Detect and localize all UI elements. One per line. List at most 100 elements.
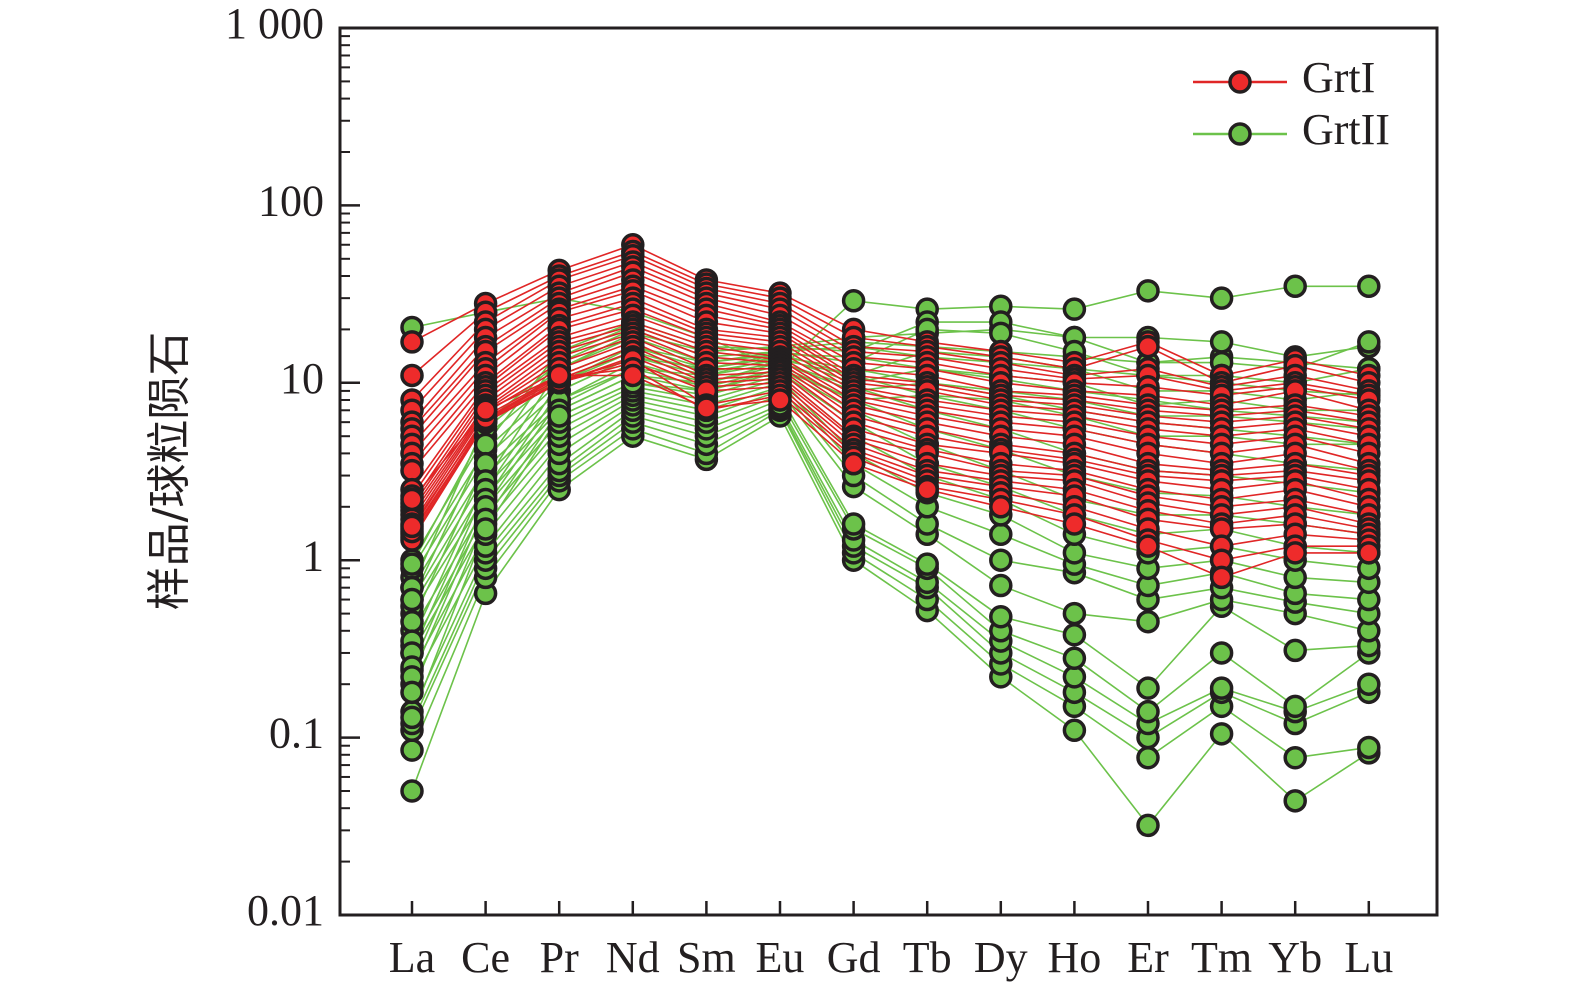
grtii-point	[1136, 609, 1160, 634]
grti-point	[1136, 334, 1160, 359]
grtii-sample-line	[411, 321, 1369, 600]
x-tick-label-pr: Pr	[540, 933, 579, 982]
y-axis-ticks: 0.01 0.1 1 10 100 1 000	[225, 0, 360, 935]
grtii-sample-line	[411, 389, 1369, 671]
y-tick-label: 1 000	[225, 0, 324, 48]
legend-grti-label: GrtI	[1302, 53, 1375, 102]
grti-sample-line	[411, 308, 1369, 491]
grtii-point	[1136, 745, 1160, 770]
y-tick-label: 100	[258, 176, 324, 225]
grtii-point	[1062, 297, 1087, 321]
grtii-point	[1357, 274, 1381, 299]
grtii-sample-line	[411, 409, 1369, 759]
x-tick-label-la: La	[389, 933, 435, 982]
x-tick-label-nd: Nd	[606, 933, 660, 982]
grti-point	[768, 388, 792, 412]
x-axis-ticks: La Ce Pr Nd Sm Eu Gd Tb Dy Ho Er Tm Yb Lu	[389, 901, 1393, 982]
y-tick-label: 0.01	[247, 886, 324, 935]
grti-sample-line	[411, 279, 1369, 437]
grti-sample-line	[411, 374, 1369, 579]
grtii-sample-line	[411, 381, 1369, 646]
grtii-point	[1283, 789, 1307, 813]
series-lines	[411, 243, 1370, 827]
grti-sample-line	[411, 266, 1369, 423]
x-tick-label-tb: Tb	[903, 933, 952, 982]
y-tick-label: 10	[280, 354, 324, 403]
grtii-sample-line	[411, 321, 1370, 642]
grti-sample-line	[411, 350, 1369, 535]
grtii-point	[400, 705, 424, 730]
grti-point	[400, 487, 424, 512]
grtii-point	[1283, 745, 1307, 770]
grtii-sample-line	[411, 361, 1369, 589]
series-points	[400, 233, 1381, 838]
grtii-point	[1283, 694, 1307, 719]
grti-sample-line	[411, 358, 1369, 548]
x-tick-label-ce: Ce	[461, 933, 510, 982]
grtii-sample-line	[411, 385, 1369, 654]
grtii-point	[400, 587, 424, 612]
grti-sample-line	[411, 314, 1370, 497]
grtii-sample-line	[411, 378, 1369, 632]
grti-point	[1062, 512, 1087, 536]
legend-grtii-label: GrtII	[1302, 105, 1390, 154]
grtii-point	[1209, 676, 1234, 700]
grtii-point	[989, 573, 1013, 598]
grtii-point	[1062, 718, 1087, 743]
grti-point	[841, 451, 866, 476]
grti-point	[473, 398, 498, 423]
y-tick-label: 1	[302, 531, 324, 580]
grti-sample-line	[411, 328, 1369, 512]
grtii-point	[1209, 641, 1234, 665]
legend-grtii-marker	[1228, 122, 1252, 146]
x-tick-label-dy: Dy	[974, 933, 1028, 982]
grti-sample-line	[411, 289, 1369, 454]
grtii-sample-line	[411, 328, 1369, 589]
grti-point	[989, 495, 1013, 519]
grti-sample-line	[411, 324, 1369, 508]
grtii-point	[400, 552, 424, 576]
y-axis-label: 样品/球粒陨石	[144, 332, 195, 611]
grti-sample-line	[411, 254, 1369, 401]
grtii-point	[989, 604, 1013, 629]
grtii-sample-line	[411, 399, 1370, 713]
grti-point	[400, 363, 424, 388]
grti-point	[694, 396, 719, 420]
grti-point	[1357, 541, 1381, 565]
x-tick-label-er: Er	[1127, 933, 1169, 982]
grtii-point	[915, 552, 939, 576]
grtii-sample-line	[411, 414, 1370, 827]
grtii-point	[1209, 722, 1234, 746]
grtii-point	[989, 548, 1013, 572]
grtii-sample-line	[411, 407, 1370, 739]
grti-point	[1209, 565, 1234, 590]
grti-point	[915, 477, 939, 502]
grti-point	[547, 363, 571, 388]
grtii-point	[1357, 735, 1381, 760]
grtii-point	[1283, 274, 1307, 299]
grtii-sample-line	[411, 403, 1370, 725]
grtii-point	[473, 432, 498, 457]
grtii-point	[1062, 601, 1087, 626]
grti-point	[400, 514, 424, 539]
grtii-point	[400, 738, 424, 762]
grtii-point	[1209, 286, 1234, 310]
grtii-point	[1136, 279, 1160, 303]
grti-sample-line	[411, 271, 1370, 430]
grti-sample-line	[411, 243, 1369, 377]
grti-sample-line	[411, 345, 1369, 530]
grtii-point	[473, 517, 498, 541]
grtii-sample-line	[411, 285, 1369, 370]
x-tick-label-sm: Sm	[677, 933, 736, 982]
grtii-point	[1357, 672, 1381, 696]
x-tick-label-lu: Lu	[1344, 933, 1393, 982]
grti-point	[1283, 541, 1307, 565]
grtii-point	[989, 522, 1013, 547]
x-tick-label-gd: Gd	[827, 933, 881, 982]
x-tick-label-eu: Eu	[756, 933, 805, 982]
grti-point	[621, 363, 645, 388]
grti-sample-line	[411, 285, 1369, 445]
grti-sample-line	[411, 361, 1369, 541]
